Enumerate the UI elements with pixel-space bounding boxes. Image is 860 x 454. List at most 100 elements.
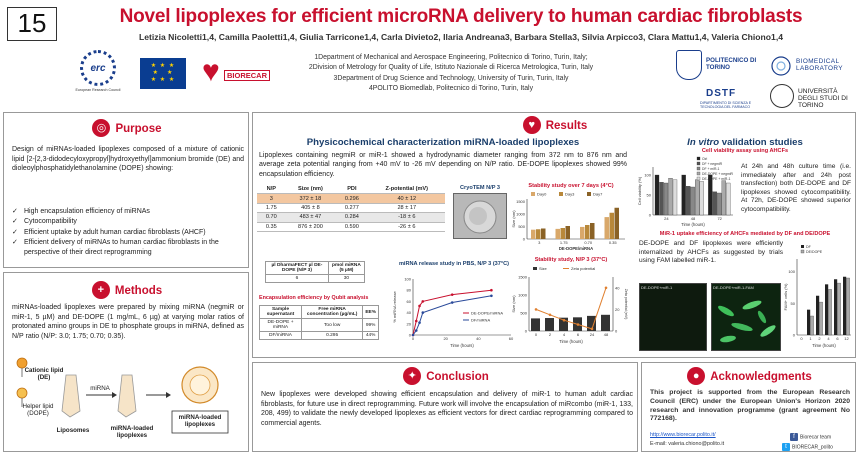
dls-col-pdi: PDI [335, 185, 369, 195]
results-header: ♥ Results [253, 113, 857, 135]
img2-label: DE-DOPE+miR-1-FAM [713, 285, 754, 290]
results-panel: ♥ Results Physicochemical characterizatio… [252, 112, 856, 358]
purpose-header: ◎ Purpose [4, 119, 250, 137]
series-de-dope-point [418, 304, 421, 308]
purpose-bullet: High encapsulation efficiency of miRNAs [12, 207, 244, 217]
table-cell: 6 [265, 274, 329, 283]
project-website-link[interactable]: http://www.biorecar.polito.it/ [650, 432, 716, 438]
cationic-lipid-label: Cationic lipid (DE) [24, 367, 64, 382]
bar [668, 178, 673, 216]
affiliation-2: 2Division of Metrology for Quality of Li… [308, 64, 594, 72]
table-row: DF/miRNA 0.295 44% [259, 331, 379, 340]
cryotem-picture [463, 200, 497, 234]
methods-title: Methods [114, 285, 163, 298]
y-tick-label: 0 [793, 333, 796, 338]
x-tick-label: 0 [412, 336, 415, 341]
table-row: µl DharmaFECT µl DE-DOPE (N/P 3) pmol mi… [265, 261, 366, 275]
y-axis-label: Cell viability (%) [637, 176, 642, 205]
polito-seal-icon [676, 50, 702, 80]
erc-caption: European Research Council [75, 88, 121, 92]
biorecar-logo: ♥ BIORECAR [202, 55, 271, 96]
purpose-bullet: Efficient uptake by adult human cardiac … [12, 228, 244, 238]
legend-label: Day0 [537, 192, 547, 197]
legend-swatch [587, 192, 591, 196]
dstf-logo: DSTF DIPARTIMENTO DI SCIENZA E TECNOLOGI… [700, 88, 760, 114]
legend-label: Zeta potential [571, 266, 595, 271]
methods-schema: Cationic lipid (DE) Helper lipid (DOPE) … [10, 355, 246, 449]
legend-swatch [801, 245, 804, 248]
x-axis-label: Time (hours) [812, 343, 836, 348]
contact-email: E-mail: valeria.chiono@polito.it [650, 441, 725, 447]
bar [843, 276, 847, 335]
bar [846, 277, 850, 336]
bar [590, 223, 595, 239]
bar [672, 179, 678, 216]
x-tick-label: 48 [604, 332, 609, 337]
bar [587, 315, 596, 331]
results-title: Results [545, 120, 588, 133]
twitter-link[interactable]: t BIORECAR_polito [782, 443, 833, 451]
poster-title: Novel lipoplexes for efficient microRNA … [119, 6, 803, 27]
y-tick-label: 100 [404, 277, 411, 282]
legend-swatch [696, 166, 701, 171]
bar [717, 192, 722, 216]
y-tick-label: 20 [407, 321, 412, 326]
x-tick-label: 1.75 [560, 240, 569, 245]
unito-logo-text: UNIVERSITÀ DEGLI STUDI DI TORINO [798, 88, 848, 110]
legend-label: Day3 [565, 192, 575, 197]
legend-label: DE-DOPE + negmiR [702, 172, 734, 176]
table-cell: 99% [362, 318, 379, 332]
table-cell: Sample supernatant [259, 305, 302, 319]
bar [726, 182, 731, 216]
lipoplex-result-label: miRNA-loaded lipoplexes [178, 414, 222, 429]
legend-label: DE/DOPE [806, 250, 823, 254]
legend-swatch [559, 192, 563, 196]
table-cell: 0.35 [257, 222, 286, 232]
y-axis-label: % miRNA release [392, 291, 397, 323]
legend-label: Day7 [593, 192, 603, 197]
y-tick-label: 500 [518, 224, 525, 229]
bar [565, 226, 570, 239]
y-tick-label: 0 [649, 213, 652, 218]
bar [695, 179, 700, 216]
zeta-point [548, 313, 552, 317]
affiliation-3: 3Department of Drug Science and Technolo… [333, 74, 569, 82]
affiliation-4: 4POLITO Biomedlab, Politecnico di Torino… [368, 85, 534, 93]
fluorescence-cells [718, 300, 776, 343]
x-tick-label: 20 [443, 336, 448, 341]
table-cell: 44% [362, 331, 379, 340]
x-tick-label: 1 [809, 336, 812, 341]
table-cell: 405 ± 8 [285, 203, 336, 214]
y-tick-label: 50 [791, 301, 796, 306]
release-chart-title: miRNA release study in PBS, N/P 3 (37°C) [398, 261, 510, 267]
unito-logo: UNIVERSITÀ DEGLI STUDI DI TORINO [770, 84, 856, 114]
legend-label: DF + miR-1 [702, 167, 720, 171]
viability-title: Cell viability assay using AHCFs [701, 148, 789, 154]
series-df-point [418, 321, 421, 324]
ack-text: This project is supported from the Europ… [650, 389, 850, 423]
img1-label: DE-DOPE+miR-1 [641, 285, 673, 290]
bar [654, 174, 660, 216]
y-tick-label: 60 [407, 299, 412, 304]
y-tick-label: 1500 [516, 199, 526, 204]
table-cell: 1.75 [257, 203, 286, 214]
x-tick-label: 4 [827, 336, 830, 341]
facebook-link[interactable]: f Biorecar team [790, 433, 831, 441]
y-tick-label: 100 [788, 269, 795, 274]
bar [825, 284, 829, 335]
table-row: DE-DOPE + miRNA Too low 99% [259, 318, 379, 332]
dls-col-zeta: Z-potential (mV) [368, 185, 445, 195]
biomed-logo: BIOMEDICAL LABORATORY [770, 52, 856, 82]
bar [601, 314, 610, 331]
invitro-title-em: In vitro [687, 137, 720, 148]
affiliation-1: 1Department of Mechanical and Aerospace … [314, 54, 588, 61]
y-tick-label: 500 [520, 311, 527, 316]
x-axis-label: Time (hours) [681, 222, 705, 227]
plus-icon: + [91, 281, 110, 299]
table-row: 0.35 876 ± 200 0.590 -26 ± 6 [257, 222, 445, 232]
heart-icon: ♥ [202, 55, 220, 88]
x-tick-label: 2 [549, 332, 552, 337]
table-row: 1.75 405 ± 8 0.277 28 ± 17 [257, 203, 445, 214]
methods-header: + Methods [4, 281, 250, 299]
